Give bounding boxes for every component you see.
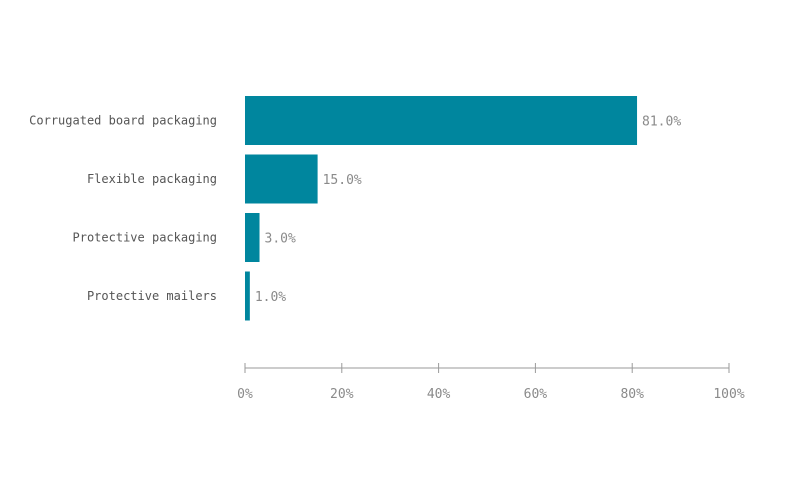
category-label: Flexible packaging xyxy=(87,172,217,186)
bars-layer xyxy=(245,96,638,321)
x-tick-label: 60% xyxy=(524,387,548,402)
x-tick-label: 0% xyxy=(237,387,253,402)
bar xyxy=(245,213,260,262)
x-tick-label: 20% xyxy=(330,387,354,402)
category-label: Protective packaging xyxy=(73,231,218,245)
value-label: 1.0% xyxy=(255,290,286,305)
value-label: 3.0% xyxy=(265,232,296,247)
x-tick-label: 40% xyxy=(427,387,451,402)
value-label: 15.0% xyxy=(323,173,362,188)
bar xyxy=(245,154,318,204)
x-axis: 0% 20% 40% 60% 80% 100% xyxy=(237,363,745,402)
category-label: Corrugated board packaging xyxy=(29,114,217,128)
x-tick-label: 100% xyxy=(713,387,744,402)
value-labels: 81.0% 15.0% 3.0% 1.0% xyxy=(255,115,682,306)
bar xyxy=(245,271,250,321)
value-label: 81.0% xyxy=(642,115,681,130)
category-label: Protective mailers xyxy=(87,289,217,303)
bar xyxy=(245,96,638,145)
x-tick-label: 80% xyxy=(620,387,644,402)
category-labels: Corrugated board packaging Flexible packa… xyxy=(29,114,217,304)
